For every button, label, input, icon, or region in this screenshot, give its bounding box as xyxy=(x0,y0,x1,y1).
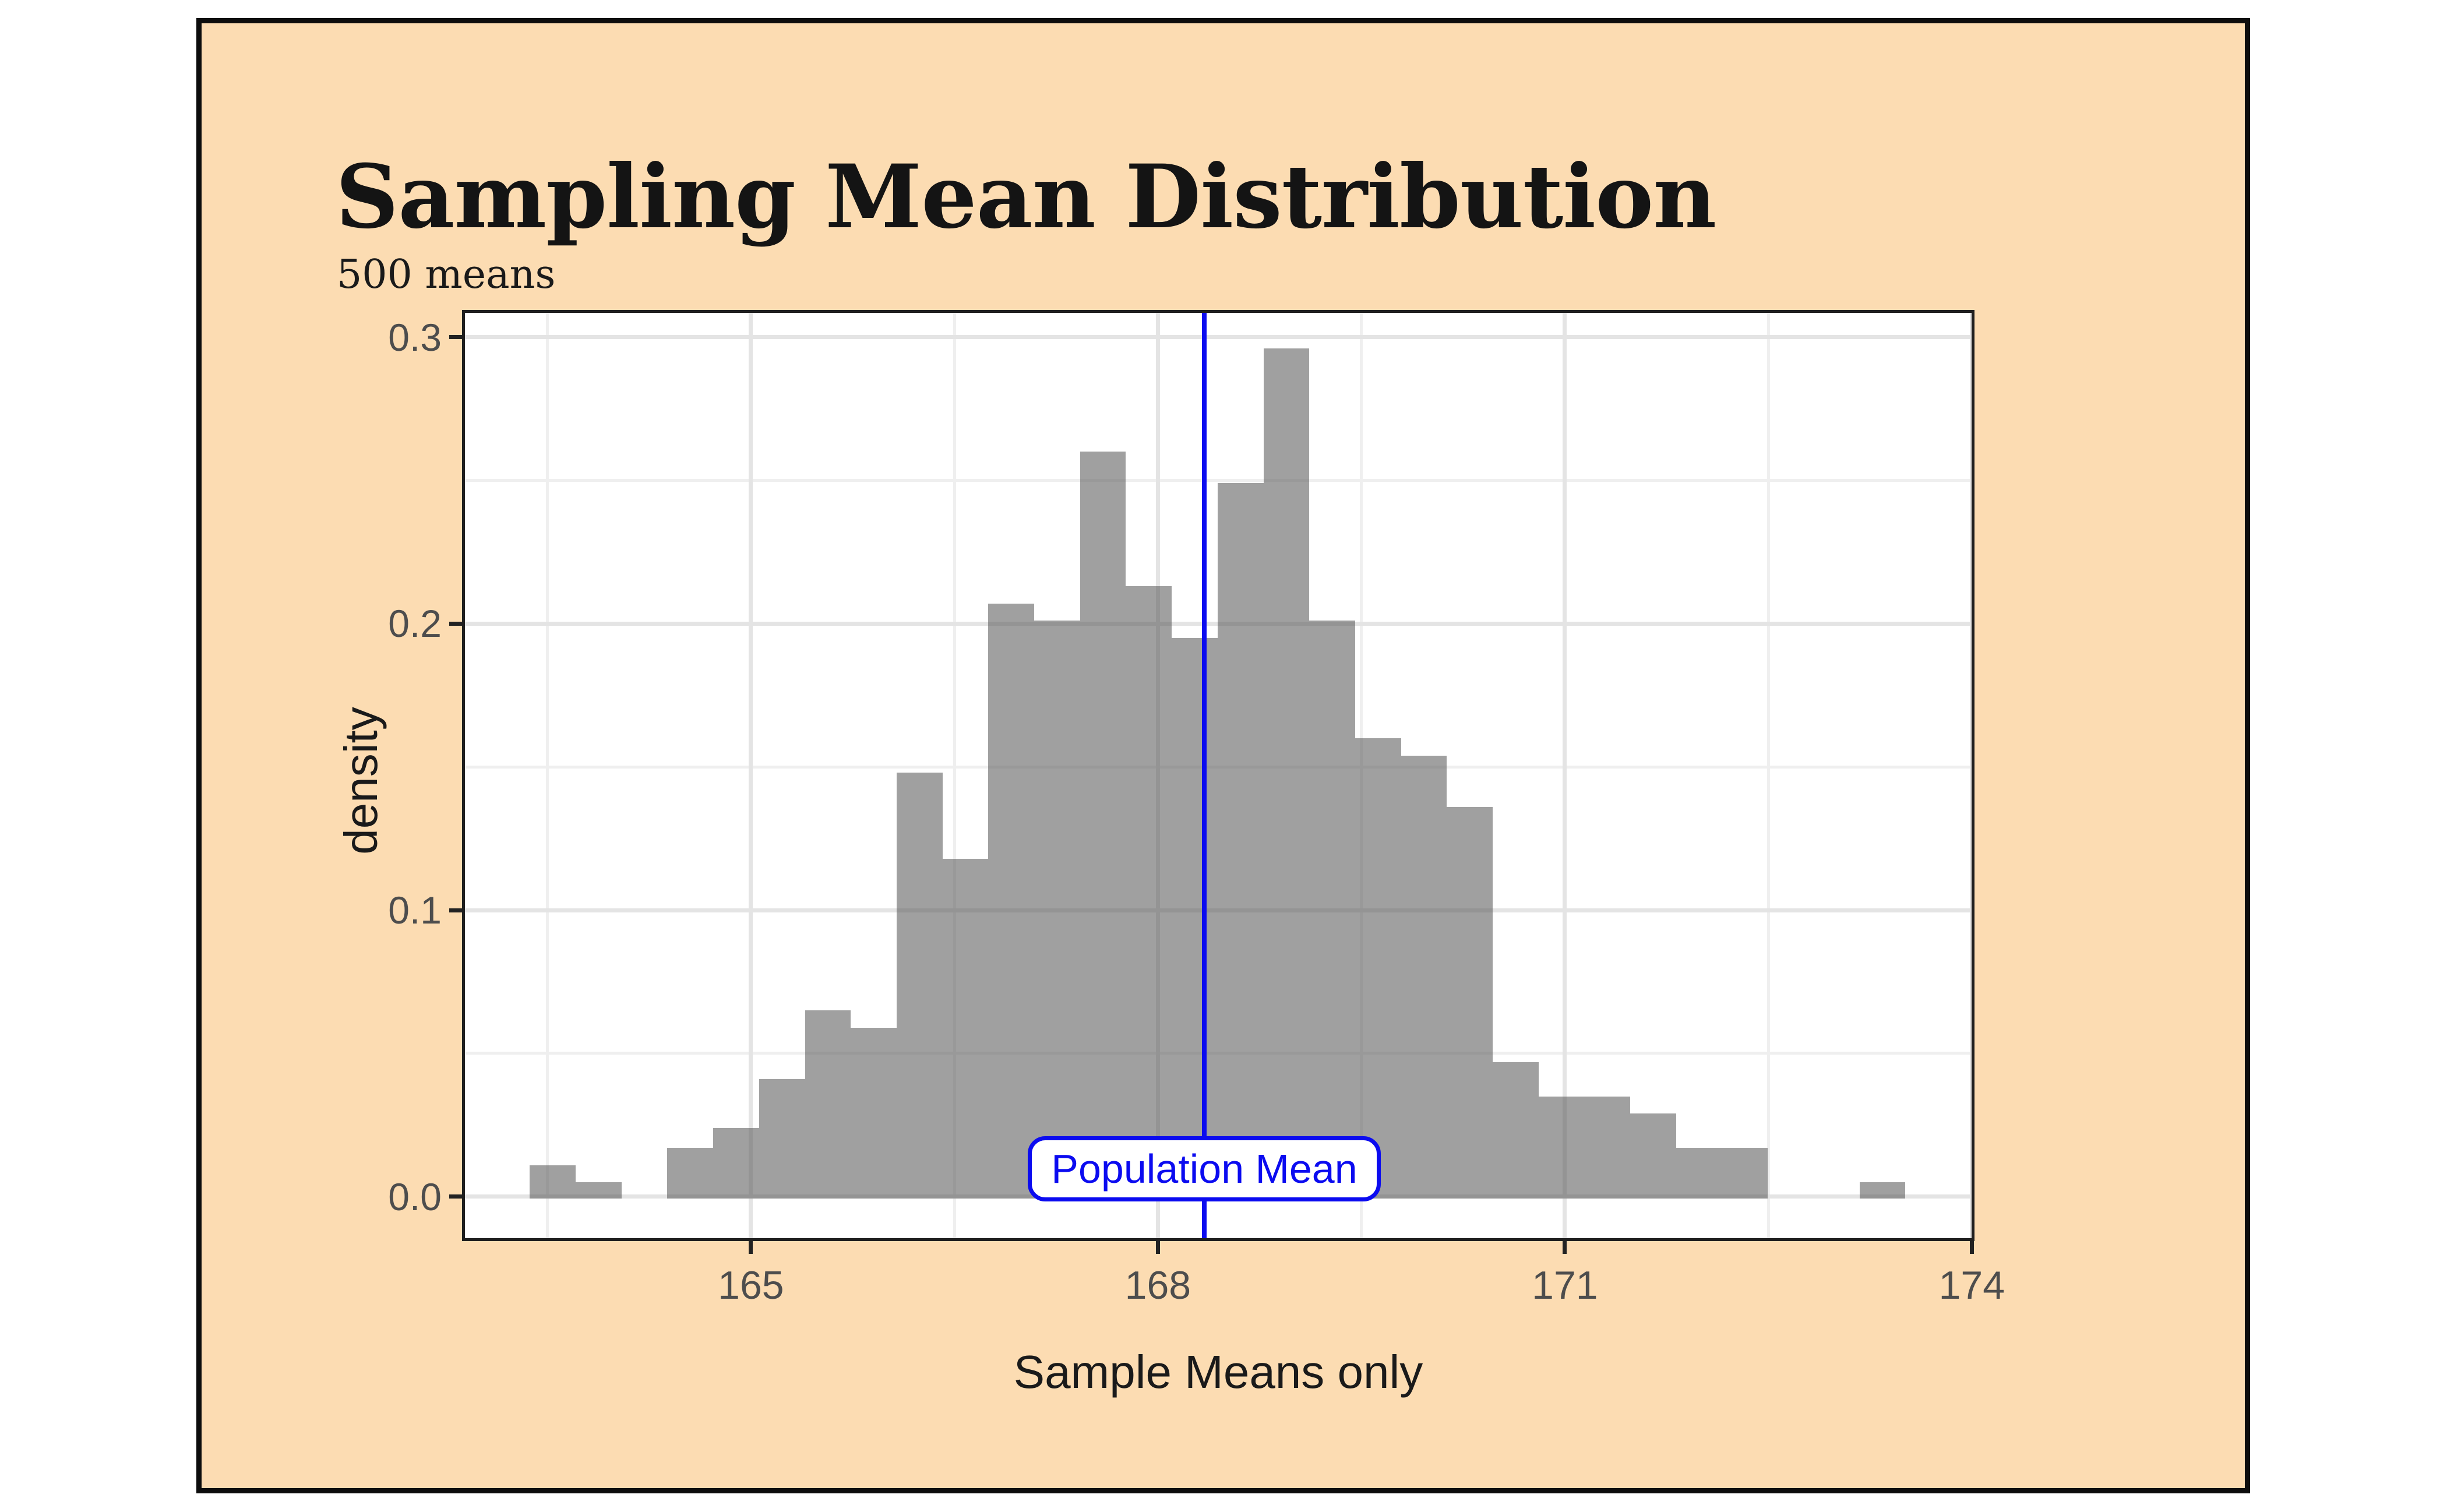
y-tick-label: 0.3 xyxy=(388,315,442,359)
gridline-major-v xyxy=(1563,310,1567,1241)
histogram-bar xyxy=(1080,452,1126,1199)
y-axis-title-text: density xyxy=(335,707,387,855)
chart-title: Sampling Mean Distribution xyxy=(336,146,1716,248)
chart-subtitle: 500 means xyxy=(337,252,556,298)
histogram-bar xyxy=(1355,738,1401,1199)
histogram-bar xyxy=(1309,621,1355,1199)
plot-panel: Population Mean xyxy=(462,310,1974,1241)
y-tick-label: 0.2 xyxy=(388,602,442,646)
y-axis-tick xyxy=(449,621,462,626)
histogram-bar xyxy=(1859,1182,1906,1199)
x-axis-tick xyxy=(1563,1241,1567,1254)
figure-frame: Sampling Mean Distribution 500 means Pop… xyxy=(196,18,2250,1493)
histogram-bar xyxy=(759,1079,805,1199)
histogram-bar xyxy=(851,1027,897,1199)
histogram-bar xyxy=(942,858,989,1199)
gridline-minor-h xyxy=(462,479,1974,482)
x-tick-label: 171 xyxy=(1532,1263,1598,1307)
x-axis-tick xyxy=(1155,1241,1160,1254)
gridline-minor-v xyxy=(953,310,956,1241)
histogram-bar xyxy=(1722,1148,1768,1199)
histogram-bar xyxy=(1676,1148,1722,1199)
x-tick-label: 165 xyxy=(718,1263,784,1307)
histogram-bar xyxy=(1126,586,1172,1199)
histogram-bar xyxy=(1584,1096,1631,1199)
population-mean-label: Population Mean xyxy=(1051,1146,1358,1192)
y-axis-tick xyxy=(449,1194,462,1199)
histogram-bar xyxy=(896,773,943,1199)
y-axis-tick xyxy=(449,335,462,340)
x-axis-title: Sample Means only xyxy=(1013,1346,1423,1398)
histogram-bar xyxy=(1217,483,1264,1199)
histogram-bar xyxy=(576,1182,622,1199)
histogram-bar xyxy=(1493,1062,1539,1199)
population-mean-label-box: Population Mean xyxy=(1028,1136,1381,1201)
histogram-bar xyxy=(1034,621,1080,1199)
histogram-bar xyxy=(1401,755,1447,1199)
x-axis-tick xyxy=(749,1241,753,1254)
x-tick-label: 174 xyxy=(1938,1263,2005,1307)
histogram-bar xyxy=(713,1127,759,1199)
figure-background: Sampling Mean Distribution 500 means Pop… xyxy=(202,23,2245,1488)
gridline-minor-v xyxy=(546,310,549,1241)
gridline-major-h xyxy=(462,335,1974,340)
x-axis-tick xyxy=(1969,1241,1974,1254)
gridline-minor-v xyxy=(1767,310,1770,1241)
histogram-bar xyxy=(1538,1096,1585,1199)
histogram-bar xyxy=(667,1148,714,1199)
histogram-bar xyxy=(988,603,1035,1199)
vline-layer xyxy=(462,310,1974,1241)
histogram-bar xyxy=(530,1165,576,1199)
histogram-bar xyxy=(1630,1113,1676,1199)
y-tick-label: 0.0 xyxy=(388,1175,442,1218)
histogram-bar xyxy=(1447,807,1493,1199)
histogram-bars-layer xyxy=(462,310,1974,1241)
gridline-major-v xyxy=(749,310,753,1241)
y-tick-label: 0.1 xyxy=(388,889,442,932)
x-tick-label: 168 xyxy=(1124,1263,1191,1307)
histogram-bar xyxy=(805,1010,851,1199)
population-mean-line xyxy=(1201,310,1207,1241)
histogram-bar xyxy=(1263,348,1310,1199)
y-axis-tick xyxy=(449,908,462,912)
histogram-bar xyxy=(1172,637,1218,1199)
